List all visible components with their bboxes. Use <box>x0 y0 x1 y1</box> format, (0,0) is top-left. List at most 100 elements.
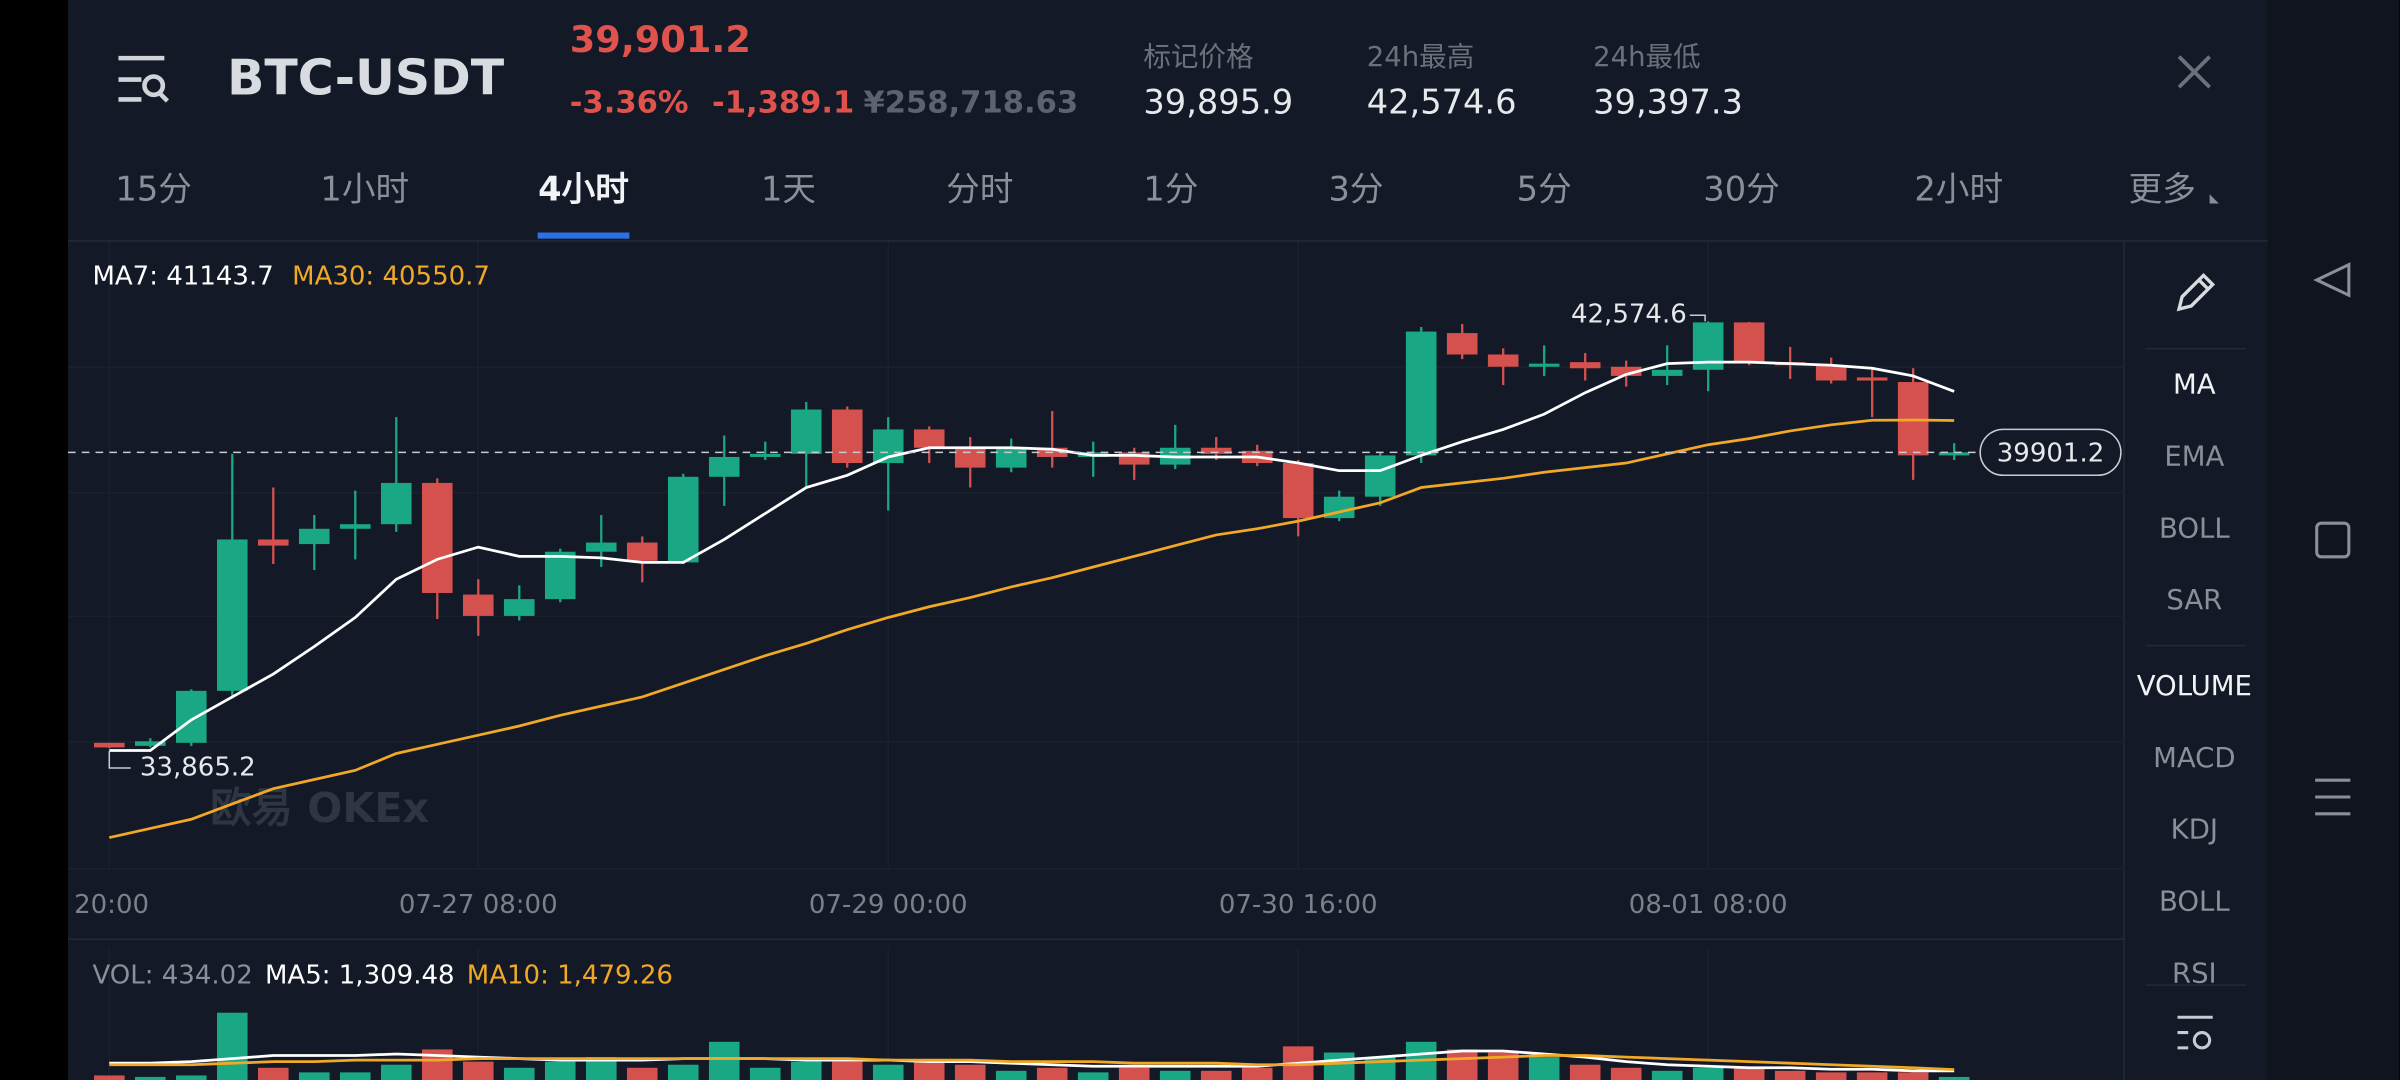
indicator[interactable]: EMA <box>2164 440 2224 472</box>
indicator[interactable]: BOLL <box>2159 886 2230 918</box>
tab[interactable]: 30分 <box>1703 170 1779 209</box>
volume-bar <box>1036 1067 1068 1080</box>
tab[interactable]: 2小时 <box>1914 170 2003 209</box>
volume-bar <box>380 1064 412 1080</box>
candle-body <box>708 456 740 477</box>
volume-bar <box>1692 1067 1724 1080</box>
overlay: 20:00 07-27 08:00 07-29 00:00 07-30 16:00 08… <box>67 261 2122 990</box>
ma-line <box>109 1054 1955 1072</box>
candle-body <box>503 599 535 616</box>
candle-body <box>1364 455 1396 497</box>
nav-back[interactable] <box>2313 262 2351 298</box>
high-pointer <box>1689 314 1706 322</box>
tab[interactable]: 5分 <box>1517 170 1572 209</box>
stat-label: 24h最高 <box>1367 41 1474 73</box>
volume-bar <box>872 1064 904 1080</box>
tabs: 15分 1小时 4小时 1天 分时 1分 3分 5分 30分 2小时 更多 <box>115 170 2219 239</box>
candle-body <box>1405 331 1437 456</box>
candle-body <box>1446 333 1478 355</box>
ma-line <box>109 360 1955 752</box>
candle-body <box>1528 363 1560 367</box>
volume-bar <box>1897 1072 1929 1080</box>
tab[interactable]: 1天 <box>761 170 816 209</box>
volume-bar <box>339 1072 371 1080</box>
indicator[interactable]: MACD <box>2153 742 2235 774</box>
tab[interactable]: 3分 <box>1329 170 1384 209</box>
indicator[interactable]: BOLL <box>2159 512 2230 544</box>
draw-tool[interactable] <box>2176 272 2216 312</box>
low-label: 33,865.2 <box>140 752 256 782</box>
candle-body <box>831 409 863 464</box>
legend: MA7: 41143.7 <box>92 261 273 291</box>
stat-label: 24h最低 <box>1593 41 1700 73</box>
volume-bar <box>1569 1064 1601 1080</box>
volume-bar <box>298 1072 330 1080</box>
candle-body <box>954 447 986 468</box>
candle-body <box>1282 463 1314 519</box>
tab[interactable]: 更多 <box>2129 170 2196 209</box>
stat-label: 标记价格 <box>1143 41 1253 73</box>
tab[interactable]: 15分 <box>115 170 191 209</box>
indicator-panel: MA EMA BOLL SAR VOLUME MACD KDJ BOLL RSI <box>2137 272 2252 989</box>
last-price-label: 39901.2 <box>1997 438 2105 468</box>
candle-body <box>1856 377 1888 381</box>
volume-bar <box>1323 1052 1355 1080</box>
indicator[interactable]: RSI <box>2172 957 2217 989</box>
close-button[interactable] <box>2177 55 2211 89</box>
volume-bar <box>1200 1070 1232 1080</box>
legend: MA30: 40550.7 <box>292 261 490 291</box>
candle-body <box>134 741 166 746</box>
tab[interactable]: 1分 <box>1143 170 1198 209</box>
last-price: 39,901.2 <box>570 18 751 61</box>
candle-body <box>1200 447 1232 454</box>
volume-bar <box>667 1064 699 1080</box>
volume-bar <box>1528 1057 1560 1080</box>
nav-menu[interactable] <box>2315 778 2351 816</box>
high-label: 42,574.6 <box>1571 300 1687 330</box>
x-tick-label: 08-01 08:00 <box>1629 890 1788 920</box>
volume-bar <box>1446 1049 1478 1080</box>
indicator[interactable]: MA <box>2173 368 2216 400</box>
volume-bar <box>749 1067 781 1080</box>
candle-body <box>1569 362 1601 369</box>
volume-bar <box>462 1061 494 1080</box>
volume-bar <box>1610 1067 1642 1080</box>
candle-body <box>298 528 330 545</box>
nav-bar <box>2267 0 2400 1080</box>
stats: 标记价格 39,895.9 24h最高 42,574.6 24h最低 39,397.3 <box>1143 41 1743 121</box>
more-arrow <box>2209 194 2219 204</box>
candle-body <box>1487 354 1519 367</box>
volume-bar <box>585 1057 617 1080</box>
nav-home[interactable] <box>2315 521 2351 559</box>
stat-value: 42,574.6 <box>1367 83 1517 122</box>
indicator[interactable]: SAR <box>2166 584 2222 616</box>
plot <box>93 321 1970 839</box>
volume-bar <box>1159 1070 1191 1080</box>
tab-indicator <box>537 232 630 239</box>
tab[interactable]: 1小时 <box>320 170 409 209</box>
volume-bar <box>1241 1067 1273 1080</box>
settings-icon[interactable] <box>2177 1015 2213 1050</box>
menu-icon[interactable] <box>118 55 170 103</box>
legend: MA5: 1,309.48 <box>265 960 455 990</box>
last-price-tag <box>1979 428 2122 477</box>
volume-bar <box>913 1061 945 1080</box>
stat-value: 39,397.3 <box>1593 83 1743 122</box>
indicator[interactable]: VOLUME <box>2137 670 2252 702</box>
x-tick-label: 07-29 00:00 <box>809 890 968 920</box>
volume-bar <box>1774 1070 1806 1080</box>
low-pointer <box>108 751 131 769</box>
tab[interactable]: 4小时 <box>538 170 629 209</box>
volume-bar <box>93 1075 125 1080</box>
candle-body <box>93 742 125 748</box>
indicator[interactable]: KDJ <box>2171 814 2218 846</box>
candle-body <box>995 447 1027 468</box>
volume-bar <box>544 1061 576 1080</box>
volume-bar <box>1118 1067 1150 1080</box>
volume-bar <box>216 1012 248 1080</box>
tab[interactable]: 分时 <box>946 170 1013 209</box>
volume-plot <box>93 1012 1970 1080</box>
candle-body <box>790 409 822 454</box>
